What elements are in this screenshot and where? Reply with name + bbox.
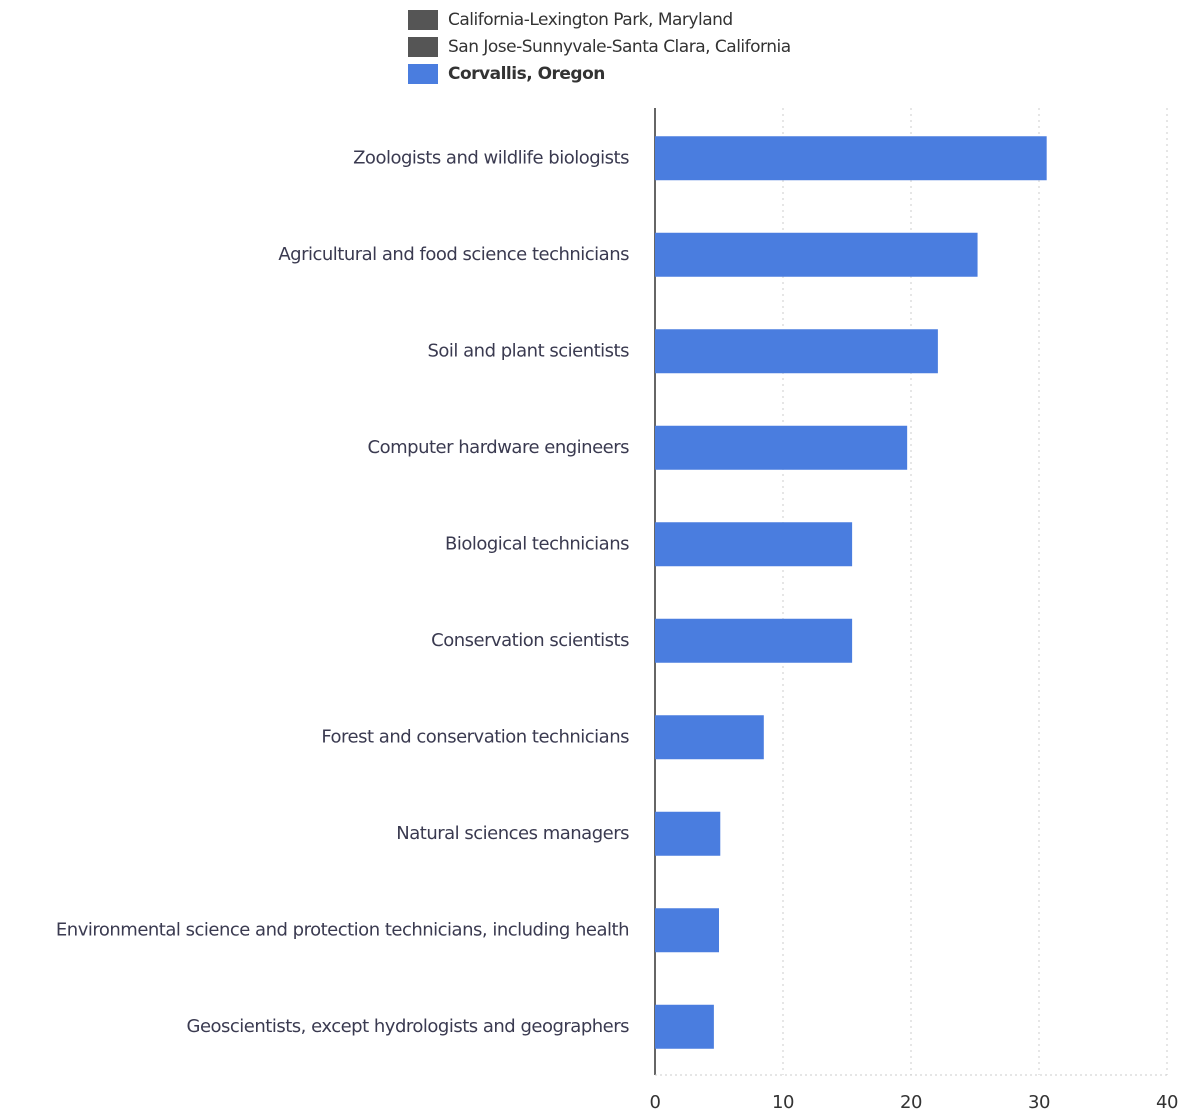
bar xyxy=(655,425,908,470)
bar xyxy=(655,232,978,277)
y-tick-label: Agricultural and food science technician… xyxy=(278,244,629,265)
bar xyxy=(655,715,764,760)
y-tick-label: Conservation scientists xyxy=(431,630,629,651)
x-tick-label: 30 xyxy=(1028,1092,1050,1113)
legend-swatch xyxy=(408,64,438,84)
legend-swatch xyxy=(408,37,438,57)
x-tick-label: 20 xyxy=(900,1092,922,1113)
bar xyxy=(655,522,853,567)
y-tick-label: Geoscientists, except hydrologists and g… xyxy=(187,1016,630,1037)
x-tick-label: 40 xyxy=(1156,1092,1178,1113)
bar xyxy=(655,136,1047,181)
bar xyxy=(655,1004,714,1049)
legend-label: California-Lexington Park, Maryland xyxy=(448,10,733,30)
bar xyxy=(655,811,721,856)
y-tick-label: Forest and conservation technicians xyxy=(321,726,629,747)
y-tick-label: Environmental science and protection tec… xyxy=(56,919,629,940)
legend-swatch xyxy=(408,10,438,30)
legend-label: Corvallis, Oregon xyxy=(448,64,605,84)
y-tick-label: Natural sciences managers xyxy=(396,823,629,844)
x-tick-label: 0 xyxy=(650,1092,661,1113)
bar xyxy=(655,618,853,663)
y-tick-label: Soil and plant scientists xyxy=(427,340,629,361)
x-tick-label: 10 xyxy=(772,1092,794,1113)
y-tick-label: Computer hardware engineers xyxy=(368,437,630,458)
legend-label: San Jose-Sunnyvale-Santa Clara, Californ… xyxy=(448,37,791,57)
y-tick-label: Zoologists and wildlife biologists xyxy=(353,147,629,168)
y-tick-label: Biological technicians xyxy=(445,533,629,554)
bar xyxy=(655,329,938,374)
bar xyxy=(655,908,719,953)
